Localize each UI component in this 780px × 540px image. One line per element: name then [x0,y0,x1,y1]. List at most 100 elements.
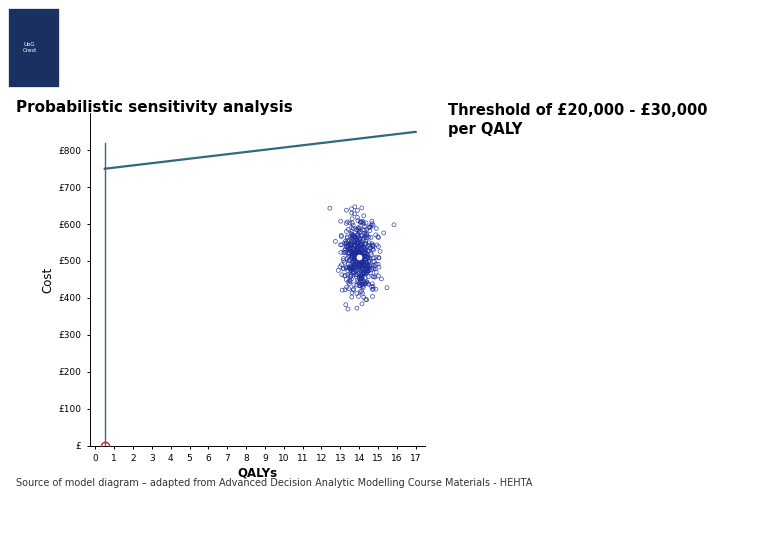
Point [356,280,368,289]
Point [357,225,370,234]
Point [352,255,364,264]
Point [350,252,363,260]
Point [351,245,363,253]
Point [356,300,368,308]
Point [346,248,359,256]
Point [355,254,367,262]
Point [348,248,360,256]
Point [347,241,360,249]
X-axis label: QALYs: QALYs [237,467,278,480]
Point [342,225,354,234]
Point [363,226,376,235]
Point [344,277,356,286]
Point [355,218,367,226]
Point [335,231,347,240]
Point [352,248,364,257]
Point [347,260,360,269]
Point [366,285,378,294]
Point [351,263,363,272]
Point [348,239,360,247]
Point [367,265,380,273]
Point [360,258,373,267]
Point [362,264,374,272]
Point [357,219,370,228]
Point [347,221,360,230]
Point [347,285,360,294]
Point [339,258,351,267]
Point [352,255,364,264]
Point [346,288,358,297]
Point [360,266,373,274]
Point [348,233,360,241]
Point [366,239,378,248]
Point [346,205,358,213]
Point [365,250,378,259]
Point [345,266,357,275]
Point [335,260,348,269]
Point [353,248,366,256]
Point [355,259,367,268]
Point [363,261,376,270]
Point [356,255,368,264]
Point [357,269,370,278]
Point [359,259,371,267]
Point [355,240,367,249]
Point [356,274,369,282]
Point [373,253,385,262]
Point [360,240,372,248]
Point [348,237,360,246]
Point [370,224,382,233]
Point [344,264,356,273]
Point [362,267,374,275]
Point [364,244,377,252]
Point [345,244,357,253]
Point [346,252,359,260]
Point [357,243,370,252]
Point [356,258,368,267]
Point [370,268,382,276]
Point [341,233,353,241]
Point [344,245,356,253]
Point [351,256,363,265]
Point [367,264,379,272]
Point [363,244,376,252]
Point [346,249,359,258]
Point [353,254,365,263]
Point [353,292,365,301]
Point [349,254,361,262]
Point [363,241,376,249]
Point [340,239,353,247]
Point [347,267,360,276]
Point [372,272,385,280]
Point [359,230,371,239]
Point [346,241,358,249]
Point [349,250,361,259]
Point [366,219,378,228]
Point [335,217,347,226]
Point [345,264,357,273]
Point [356,240,368,248]
Point [350,244,363,253]
Point [353,252,366,261]
Point [369,265,381,273]
Point [342,284,355,293]
Point [338,256,350,265]
Point [367,257,380,266]
Point [349,249,361,258]
Point [347,263,360,272]
Point [339,248,352,257]
Point [357,235,370,244]
Point [356,219,369,227]
Point [353,224,365,233]
Point [349,233,362,242]
Point [354,241,367,249]
Point [349,247,361,256]
Point [360,295,373,304]
Point [349,252,361,261]
Point [364,222,377,231]
Point [349,260,361,268]
Point [354,288,367,296]
Point [358,226,370,234]
Point [353,235,366,244]
Point [360,258,373,267]
